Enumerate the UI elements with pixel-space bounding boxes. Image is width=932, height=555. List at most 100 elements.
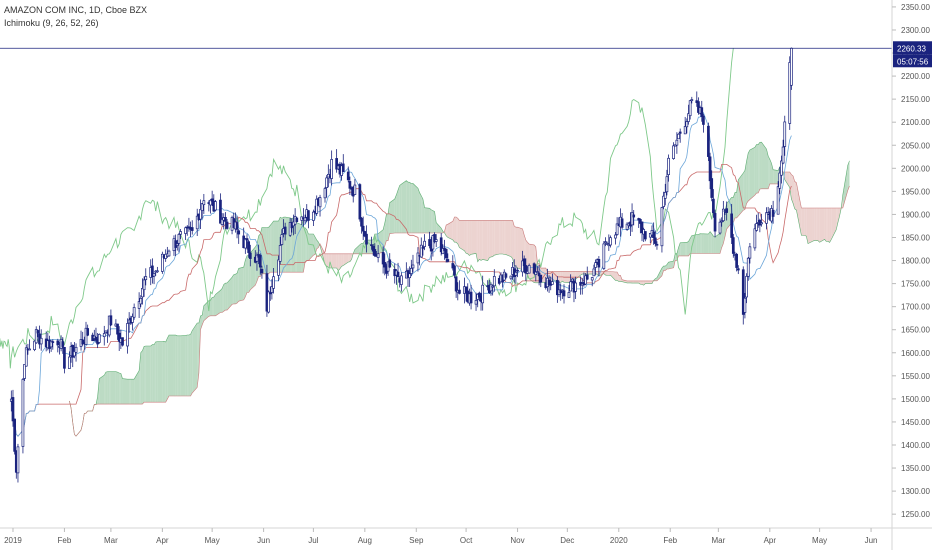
candle-body bbox=[653, 232, 655, 238]
cloud-segment bbox=[111, 372, 116, 404]
candle-body bbox=[52, 342, 54, 343]
time-axis-label: Jul bbox=[308, 536, 318, 545]
candle-body bbox=[279, 245, 281, 261]
cloud-segment bbox=[615, 272, 617, 280]
candle-body bbox=[668, 158, 670, 174]
candle-body bbox=[156, 271, 158, 272]
candle-body bbox=[68, 357, 70, 369]
cloud-segment bbox=[225, 283, 227, 310]
time-axis-label: Mar bbox=[104, 536, 118, 545]
candle-body bbox=[259, 255, 261, 267]
cloud-segment bbox=[141, 351, 143, 404]
candle-body bbox=[676, 140, 678, 145]
cloud-segment bbox=[713, 236, 715, 253]
cloud-segment bbox=[214, 294, 216, 315]
candle-body bbox=[673, 146, 675, 159]
candle-body bbox=[180, 232, 182, 235]
price-axis-label: 2200.00 bbox=[901, 72, 930, 81]
cloud-segment bbox=[191, 331, 193, 396]
candle-body bbox=[122, 338, 124, 346]
time-axis-label: Sep bbox=[409, 536, 424, 545]
price-axis-label: 2350.00 bbox=[901, 3, 930, 12]
cloud-segment bbox=[458, 218, 460, 247]
cloud-segment bbox=[619, 275, 621, 281]
candle-body bbox=[666, 177, 668, 192]
time-axis-label: Mar bbox=[711, 536, 725, 545]
candle-body bbox=[40, 338, 42, 344]
candle-body bbox=[575, 283, 577, 291]
candle-body bbox=[24, 364, 26, 378]
candle-body bbox=[397, 272, 399, 277]
candle-body bbox=[631, 213, 633, 225]
cloud-segment bbox=[735, 192, 737, 217]
cloud-segment bbox=[820, 208, 825, 242]
candle-body bbox=[664, 192, 666, 198]
candle-body bbox=[281, 235, 283, 245]
cloud-segment bbox=[483, 220, 488, 260]
candle-body bbox=[354, 185, 356, 195]
cloud-segment bbox=[803, 208, 805, 236]
cloud-segment bbox=[108, 372, 110, 404]
candle-body bbox=[689, 101, 691, 116]
cloud-segment bbox=[499, 220, 501, 254]
cloud-segment bbox=[481, 220, 483, 260]
candle-body bbox=[701, 108, 703, 117]
candle-body bbox=[609, 238, 611, 245]
time-axis-label: 2020 bbox=[610, 536, 628, 545]
cloud-segment bbox=[401, 181, 406, 233]
cloud-segment bbox=[152, 345, 154, 403]
candle-body bbox=[284, 227, 286, 234]
cloud-segment bbox=[609, 272, 611, 276]
candle-body bbox=[691, 100, 693, 101]
cloud-segment bbox=[118, 372, 120, 404]
cloud-segment bbox=[224, 283, 226, 311]
candle-body bbox=[458, 290, 460, 293]
price-axis-label: 1600.00 bbox=[901, 349, 930, 358]
cloud-segment bbox=[157, 342, 162, 402]
time-axis-label: Nov bbox=[510, 536, 524, 545]
cloud-segment bbox=[762, 142, 767, 189]
candle-body bbox=[127, 323, 129, 346]
candle-body bbox=[726, 209, 728, 213]
countdown-value: 05:07:56 bbox=[897, 57, 929, 66]
candle-body bbox=[721, 221, 723, 222]
candle-body bbox=[246, 239, 248, 241]
candle-body bbox=[568, 292, 570, 297]
cloud-segment bbox=[634, 281, 639, 283]
candle-body bbox=[319, 198, 321, 207]
candle-body bbox=[595, 263, 597, 268]
candle-body bbox=[14, 419, 16, 451]
cloud-segment bbox=[645, 281, 650, 284]
candle-body bbox=[326, 178, 328, 188]
candle-body bbox=[12, 397, 14, 420]
candle-body bbox=[342, 164, 344, 172]
time-axis-label: Dec bbox=[560, 536, 574, 545]
cloud-segment bbox=[406, 181, 408, 233]
cloud-segment bbox=[156, 342, 158, 402]
candle-body bbox=[191, 228, 193, 231]
cloud-segment bbox=[430, 208, 432, 233]
time-axis-label: Apr bbox=[764, 536, 777, 545]
cloud-segment bbox=[348, 254, 350, 262]
candle-body bbox=[435, 240, 437, 242]
candle-body bbox=[661, 208, 663, 246]
candle-body bbox=[249, 253, 251, 259]
candle-body bbox=[482, 285, 484, 303]
candle-body bbox=[455, 277, 457, 291]
candle-body bbox=[133, 307, 135, 317]
cloud-segment bbox=[128, 379, 130, 404]
candle-body bbox=[656, 244, 658, 245]
cloud-segment bbox=[187, 335, 189, 396]
cloud-segment bbox=[270, 223, 272, 272]
cloud-segment bbox=[826, 208, 828, 241]
cloud-segment bbox=[468, 220, 470, 255]
cloud-segment bbox=[119, 373, 121, 404]
cloud-segment bbox=[501, 220, 503, 254]
candle-body bbox=[654, 238, 656, 244]
cloud-segment bbox=[760, 142, 762, 189]
candle-body bbox=[200, 209, 202, 219]
cloud-segment bbox=[129, 379, 131, 404]
cloud-segment bbox=[650, 281, 652, 284]
